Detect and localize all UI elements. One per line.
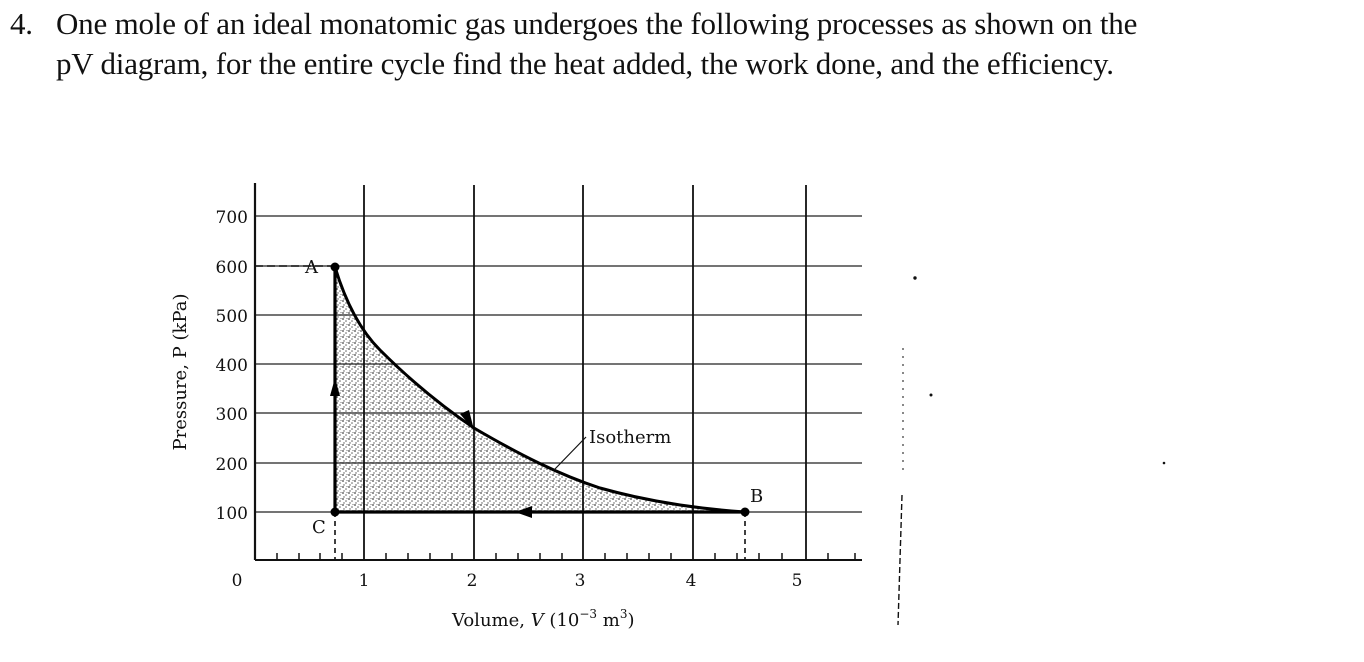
scan-artifacts	[897, 276, 1166, 626]
y-tick-400: 400	[216, 356, 248, 376]
vertical-gridlines	[363, 185, 807, 560]
y-tick-300: 300	[216, 405, 248, 425]
x-axis-title: Volume, V (10−3 m3)	[451, 607, 635, 631]
point-c-marker	[330, 507, 340, 517]
cycle-shaded-area	[335, 267, 745, 512]
point-a-label: A	[304, 257, 319, 278]
x-tick-5: 5	[792, 571, 803, 591]
point-b-label: B	[750, 486, 763, 507]
arrow-up-icon	[330, 378, 340, 396]
x-tick-labels: 0 1 2 3 4 5	[232, 571, 803, 591]
isotherm-label: Isotherm	[589, 427, 671, 448]
x-tick-3: 3	[575, 571, 586, 591]
x-tick-1: 1	[359, 571, 370, 591]
arrow-left-icon	[515, 506, 532, 518]
x-tick-2: 2	[467, 571, 478, 591]
y-tick-100: 100	[216, 504, 248, 524]
isotherm-curve	[333, 266, 746, 514]
question-line-1: One mole of an ideal monatomic gas under…	[56, 6, 1138, 41]
arrow-down-right-icon	[460, 410, 474, 430]
y-tick-500: 500	[216, 307, 248, 327]
y-tick-200: 200	[216, 455, 248, 475]
y-tick-700: 700	[216, 208, 248, 228]
question-line-2: pV diagram, for the entire cycle find th…	[56, 46, 1114, 81]
x-tick-0: 0	[232, 571, 243, 591]
isotherm-leader-line	[553, 436, 587, 471]
question-number: 4.	[10, 6, 33, 41]
point-c-label: C	[312, 517, 326, 538]
point-a-marker	[330, 262, 340, 272]
y-tick-labels: 700 600 500 400 300 200 100	[216, 208, 248, 524]
point-b-marker	[740, 507, 750, 517]
y-axis-title: Pressure, P (kPa)	[170, 294, 191, 451]
question-text: 4. One mole of an ideal monatomic gas und…	[10, 4, 1350, 84]
y-tick-600: 600	[216, 258, 248, 278]
x-minor-ticks	[276, 553, 856, 560]
x-tick-4: 4	[686, 571, 697, 591]
